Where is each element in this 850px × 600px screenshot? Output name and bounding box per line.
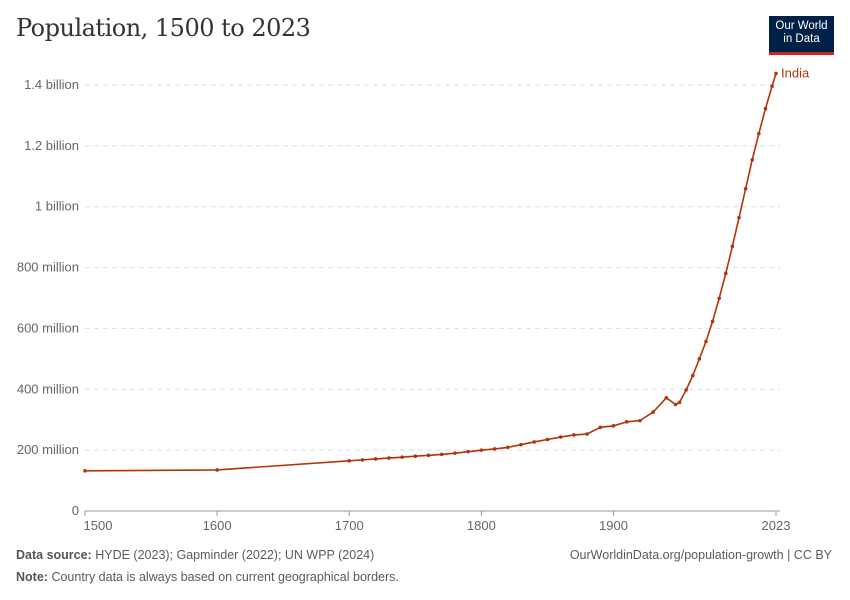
data-point xyxy=(585,432,589,436)
source-text: HYDE (2023); Gapminder (2022); UN WPP (2… xyxy=(95,548,375,562)
data-point xyxy=(651,410,655,414)
data-point xyxy=(673,402,678,407)
data-point xyxy=(439,452,444,457)
y-tick-label: 1 billion xyxy=(35,199,79,214)
data-point xyxy=(611,424,616,428)
data-point xyxy=(697,357,702,361)
data-point xyxy=(572,433,576,437)
data-point xyxy=(763,106,768,111)
owid-logo[interactable]: Our World in Data xyxy=(769,16,834,55)
x-tick-label: 1600 xyxy=(203,518,232,533)
data-point xyxy=(413,454,418,459)
data-point xyxy=(453,451,457,455)
series-line-india xyxy=(84,73,777,472)
data-point xyxy=(387,456,391,460)
data-source: Data source: HYDE (2023); Gapminder (202… xyxy=(16,548,374,562)
note-label: Note: xyxy=(16,570,48,584)
data-point xyxy=(360,458,365,462)
logo-line2: in Data xyxy=(783,33,820,45)
data-point xyxy=(677,400,682,405)
data-point xyxy=(558,435,563,439)
note: Note: Country data is always based on cu… xyxy=(16,570,399,584)
data-point xyxy=(519,442,523,447)
data-point xyxy=(770,84,774,89)
data-point xyxy=(757,131,761,136)
data-point xyxy=(690,373,695,378)
y-tick-label: 1.2 billion xyxy=(24,138,79,153)
y-tick-label: 1.4 billion xyxy=(24,77,79,92)
data-point xyxy=(750,158,755,162)
data-point xyxy=(466,449,470,454)
data-point xyxy=(347,458,352,463)
data-point xyxy=(730,244,735,249)
x-tick-label: 1500 xyxy=(84,518,113,533)
data-point xyxy=(624,420,629,424)
data-point xyxy=(505,445,510,450)
data-point xyxy=(215,468,219,472)
source-label: Data source: xyxy=(16,548,92,562)
note-text: Country data is always based on current … xyxy=(51,570,399,584)
x-tick-label: 2023 xyxy=(762,518,791,533)
data-point xyxy=(704,339,708,344)
data-point xyxy=(373,457,378,461)
chart-title: Population, 1500 to 2023 xyxy=(16,14,311,42)
data-point xyxy=(684,388,688,392)
data-point xyxy=(664,396,669,400)
data-point xyxy=(598,425,603,430)
y-tick-label: 600 million xyxy=(17,320,79,335)
data-point xyxy=(737,215,741,220)
x-tick-label: 1900 xyxy=(599,518,628,533)
data-point xyxy=(723,271,728,276)
y-tick-label: 800 million xyxy=(17,260,79,275)
data-point xyxy=(774,71,778,76)
logo-line1: Our World xyxy=(775,20,828,32)
data-point xyxy=(400,455,404,459)
data-point xyxy=(545,437,550,442)
x-tick-label: 1800 xyxy=(467,518,496,533)
y-tick-label: 400 million xyxy=(17,381,79,396)
series-label-india: India xyxy=(781,65,810,80)
data-point xyxy=(479,448,484,452)
y-tick-label: 0 xyxy=(72,503,79,518)
x-tick-label: 1700 xyxy=(335,518,364,533)
data-point xyxy=(710,319,715,324)
data-point xyxy=(492,447,497,451)
data-point xyxy=(743,186,748,191)
source-link[interactable]: OurWorldinData.org/population-growth | C… xyxy=(569,548,832,562)
data-point xyxy=(83,469,87,473)
data-point xyxy=(532,440,537,444)
data-point xyxy=(426,453,431,458)
data-point xyxy=(638,418,642,423)
data-point xyxy=(717,296,721,301)
y-tick-label: 200 million xyxy=(17,442,79,457)
